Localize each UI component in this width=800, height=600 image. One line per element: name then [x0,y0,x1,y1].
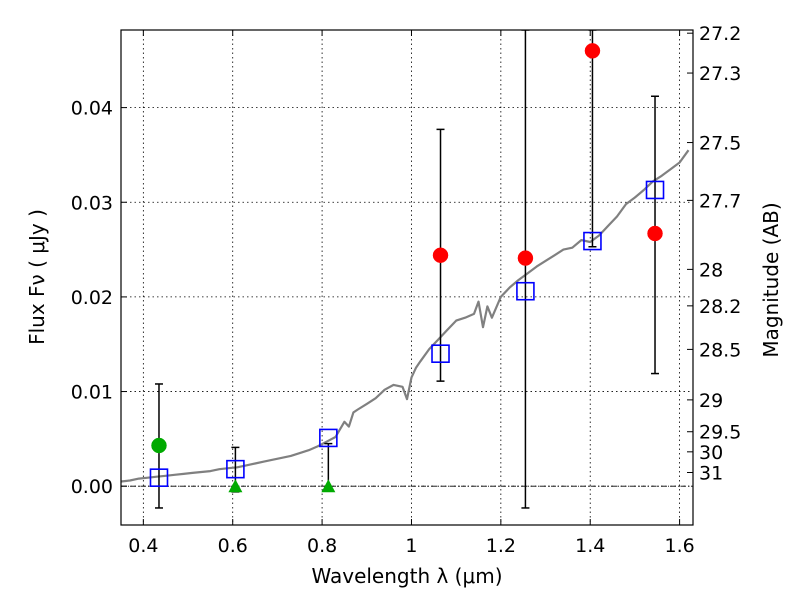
right-tick-label: 31 [699,463,723,485]
upper-limit-marker [228,479,243,493]
upper-limit-marker [321,479,336,493]
model-spectrum-line [121,149,690,483]
grid [121,30,693,525]
y-axis-label: Flux Fν ( μJy ) [25,209,49,345]
model-photometry-point [431,344,450,363]
detection-point [432,247,449,264]
y-tick-label: 0.03 [71,192,113,214]
x-tick-label: 1.2 [486,535,516,557]
right-tick-label: 28.2 [699,296,741,318]
model-photometry-point [583,231,602,251]
right-tick-label: 28.5 [699,339,741,361]
plot-frame [120,29,694,526]
right-tick-label: 29.5 [699,422,741,444]
x-tick-label: 1.4 [575,535,605,557]
x-axis-label: Wavelength λ (μm) [311,564,502,588]
plot-background [121,30,693,525]
y-tick-label: 0.02 [71,287,113,309]
right-tick-label: 27.7 [699,190,741,212]
x-tick-label: 0.8 [307,535,337,557]
model-photometry-point [226,459,245,479]
y-tick-label: 0.00 [71,476,113,498]
marker-layer [149,43,665,493]
x-tick-label: 1.6 [664,535,694,557]
x-tick-label: 1 [405,535,417,557]
model-photometry-point [149,468,169,487]
y-right-axis-label: Magnitude (AB) [759,202,783,357]
right-tick-label: 30 [699,442,723,464]
right-tick-label: 28 [699,259,723,281]
detection-point [647,225,663,242]
model-photometry-point [516,281,535,301]
detection-point [517,250,534,266]
model-photometry-point [319,428,338,448]
x-tick-label: 0.4 [128,535,158,557]
right-tick-label: 27.3 [699,63,741,85]
axes-ticks: 0.4 0.6 0.8 1 1.2 1.4 1.6 0.00 0.01 0.02 0.03 0.04 2… [71,23,742,557]
y-tick-label: 0.01 [71,382,113,404]
model-photometry-point [645,180,665,200]
detection-point [584,43,601,59]
nondetection-point [151,437,167,454]
x-tick-label: 0.6 [218,535,248,557]
right-tick-label: 29 [699,390,723,412]
right-tick-label: 27.2 [699,23,741,45]
right-tick-label: 27.5 [699,133,741,155]
y-tick-label: 0.04 [71,98,113,120]
